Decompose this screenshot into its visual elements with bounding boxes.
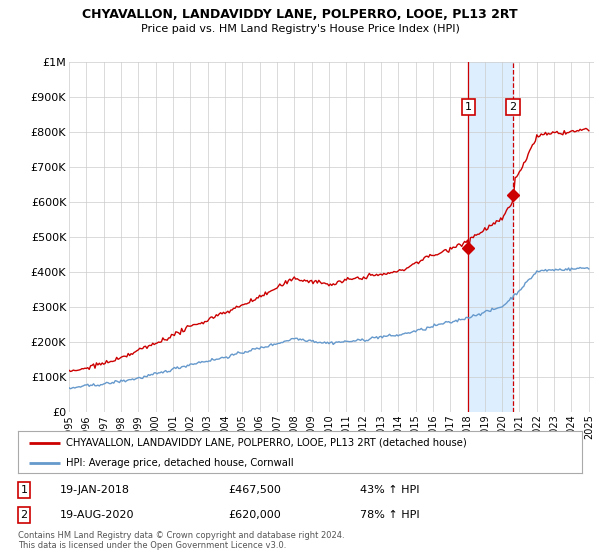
Text: 1: 1 <box>20 485 28 495</box>
Text: Price paid vs. HM Land Registry's House Price Index (HPI): Price paid vs. HM Land Registry's House … <box>140 24 460 34</box>
Text: 78% ↑ HPI: 78% ↑ HPI <box>360 510 419 520</box>
Bar <box>469 62 513 412</box>
Text: CHYAVALLON, LANDAVIDDY LANE, POLPERRO, LOOE, PL13 2RT (detached house): CHYAVALLON, LANDAVIDDY LANE, POLPERRO, L… <box>66 438 467 448</box>
Text: 1: 1 <box>465 102 472 112</box>
Text: 19-JAN-2018: 19-JAN-2018 <box>60 485 130 495</box>
Text: 2: 2 <box>20 510 28 520</box>
Text: HPI: Average price, detached house, Cornwall: HPI: Average price, detached house, Corn… <box>66 458 293 468</box>
Text: CHYAVALLON, LANDAVIDDY LANE, POLPERRO, LOOE, PL13 2RT: CHYAVALLON, LANDAVIDDY LANE, POLPERRO, L… <box>82 8 518 21</box>
Text: 19-AUG-2020: 19-AUG-2020 <box>60 510 134 520</box>
Text: Contains HM Land Registry data © Crown copyright and database right 2024.
This d: Contains HM Land Registry data © Crown c… <box>18 530 344 550</box>
Text: £467,500: £467,500 <box>228 485 281 495</box>
Text: £620,000: £620,000 <box>228 510 281 520</box>
Text: 2: 2 <box>509 102 517 112</box>
Text: 43% ↑ HPI: 43% ↑ HPI <box>360 485 419 495</box>
